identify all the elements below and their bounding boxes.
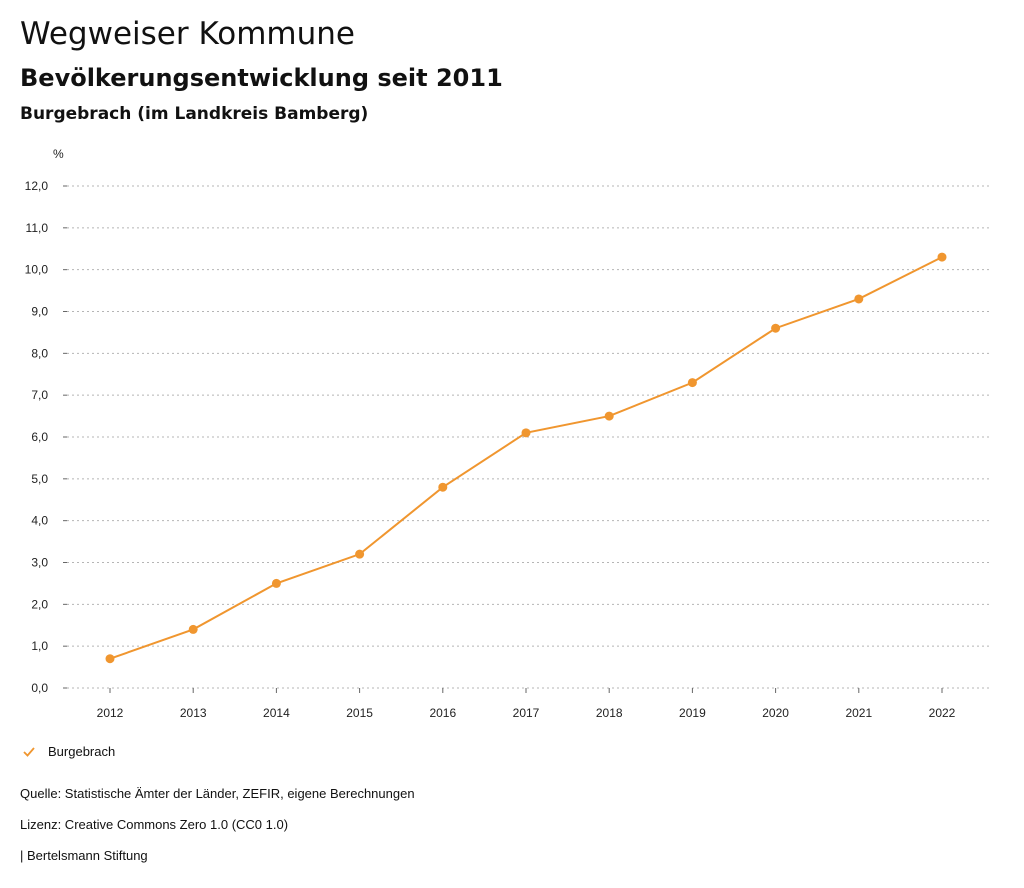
x-axis: 2012 2013 2014 2015 2016 2017 2018 2019 2020 2021… [97, 688, 956, 720]
y-tick-label: 7,0 [31, 388, 48, 402]
data-point[interactable] [355, 549, 365, 559]
legend-label: Burgebrach [48, 744, 116, 759]
series-line [109, 256, 943, 660]
data-point[interactable] [604, 411, 614, 421]
x-tick-label: 2017 [513, 706, 540, 720]
data-point[interactable] [105, 654, 115, 664]
data-point[interactable] [937, 252, 947, 262]
y-tick-label: 4,0 [31, 514, 48, 528]
x-tick-label: 2016 [429, 706, 456, 720]
data-point[interactable] [521, 428, 531, 438]
y-tick-label: 3,0 [31, 556, 48, 570]
x-tick-label: 2021 [845, 706, 872, 720]
data-point[interactable] [854, 294, 864, 304]
gridlines [67, 185, 990, 689]
legend[interactable]: Burgebrach [22, 744, 115, 759]
chart-subtitle: Bevölkerungsentwicklung seit 2011 [20, 64, 503, 92]
check-icon [23, 746, 35, 757]
y-tick-label: 12,0 [25, 179, 49, 193]
x-tick-label: 2013 [180, 706, 207, 720]
x-tick-label: 2015 [346, 706, 373, 720]
data-point[interactable] [438, 482, 448, 492]
y-axis: 0,0 1,0 2,0 3,0 4,0 5,0 6,0 7,0 8,0 9,0 10,0 11,0 12… [25, 179, 67, 695]
data-point[interactable] [687, 378, 697, 388]
brand-label: | Bertelsmann Stiftung [20, 848, 148, 863]
data-point[interactable] [271, 578, 281, 588]
y-tick-label: 0,0 [31, 681, 48, 695]
y-tick-label: 11,0 [26, 221, 49, 235]
x-tick-label: 2012 [97, 706, 124, 720]
data-point[interactable] [771, 323, 781, 333]
data-point[interactable] [188, 624, 198, 634]
x-tick-label: 2018 [596, 706, 623, 720]
license-note: Lizenz: Creative Commons Zero 1.0 (CC0 1… [20, 817, 289, 832]
y-unit-label: % [53, 147, 64, 161]
x-tick-label: 2019 [679, 706, 706, 720]
region-label: Burgebrach (im Landkreis Bamberg) [20, 104, 369, 124]
y-tick-label: 9,0 [31, 305, 48, 319]
x-tick-label: 2014 [263, 706, 290, 720]
y-tick-label: 8,0 [31, 346, 48, 360]
y-tick-label: 10,0 [25, 263, 49, 277]
page-title: Wegweiser Kommune [20, 16, 355, 52]
x-tick-label: 2022 [929, 706, 956, 720]
y-tick-label: 1,0 [31, 639, 48, 653]
data-series [105, 252, 947, 664]
source-note: Quelle: Statistische Ämter der Länder, Z… [20, 786, 415, 801]
line-chart: % 0,0 1,0 2,0 3,0 4,0 5,0 6,0 7,0 8,0 9,0 10,0 11,0… [25, 147, 990, 720]
y-tick-label: 5,0 [31, 472, 48, 486]
x-tick-label: 2020 [762, 706, 789, 720]
y-tick-label: 6,0 [31, 430, 48, 444]
y-tick-label: 2,0 [31, 597, 48, 611]
